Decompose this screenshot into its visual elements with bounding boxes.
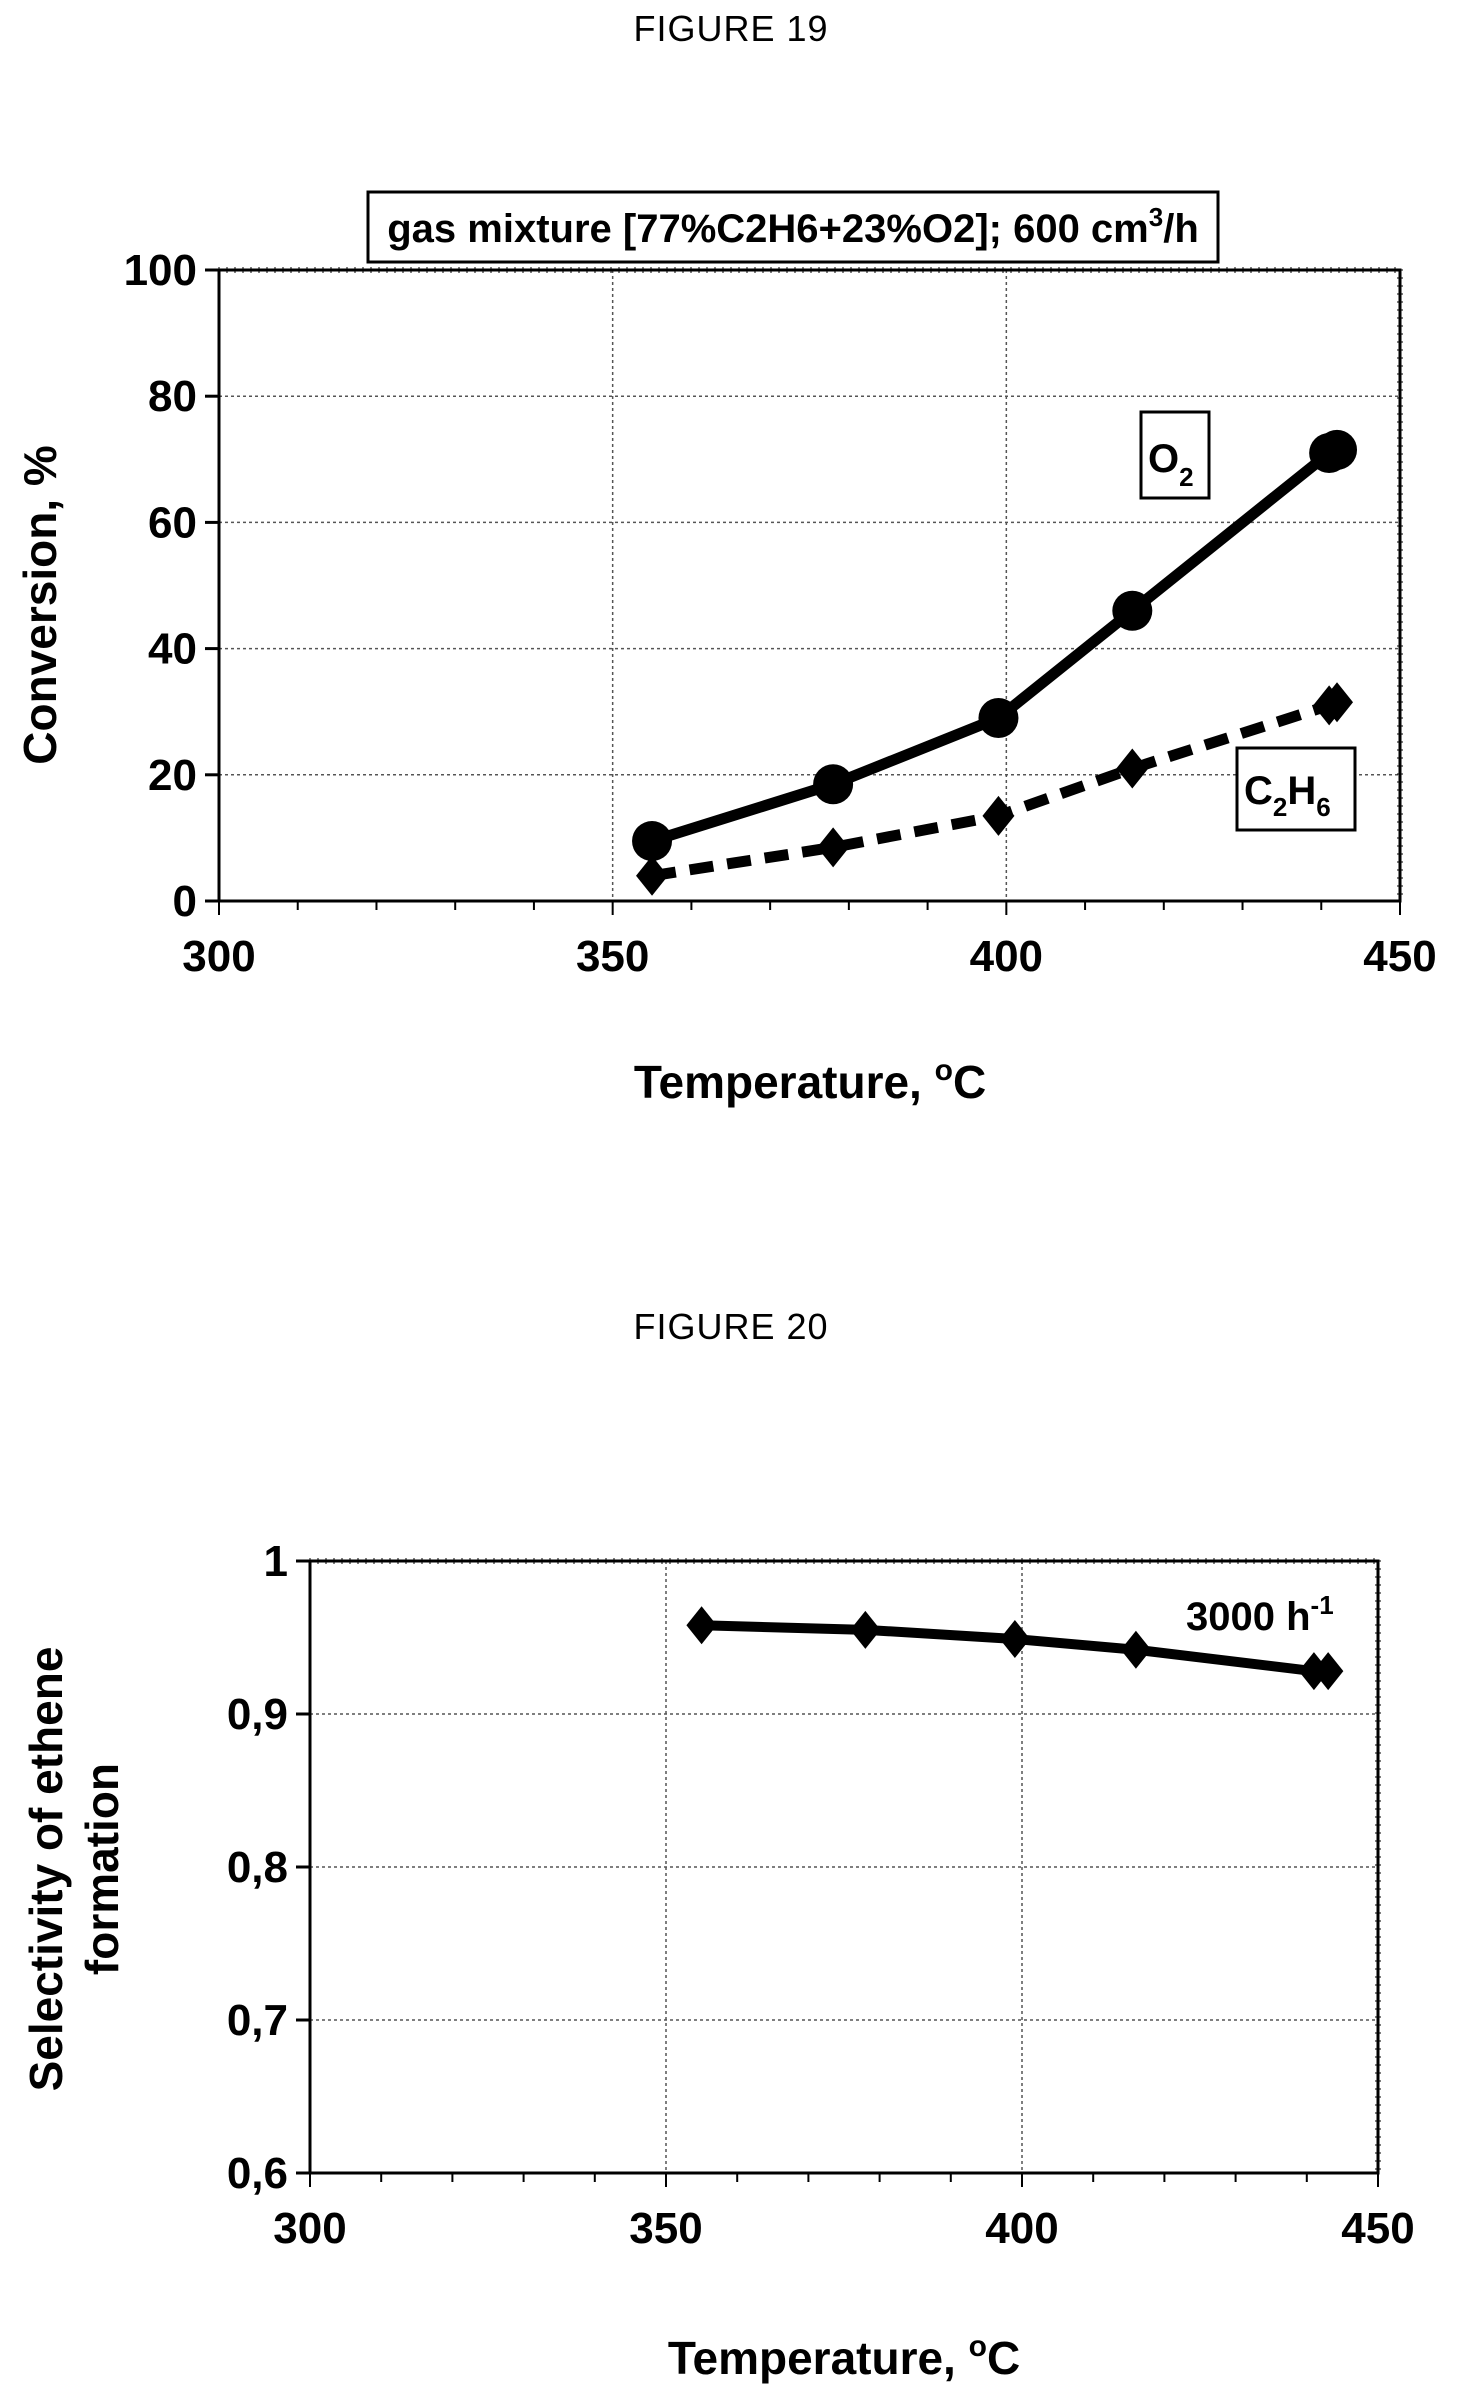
data-point-circle [1112, 590, 1153, 631]
y-axis-label-line1: Selectivity of ethene [20, 1647, 72, 2092]
data-point-circle [978, 698, 1019, 739]
x-axis-label: Temperature, oC [668, 2330, 1020, 2384]
x-tick-label: 300 [182, 932, 255, 981]
y-tick-label: 1 [264, 1537, 288, 1586]
data-point-circle [813, 764, 854, 805]
chart-title-box [366, 190, 1220, 264]
y-tick-label: 0,7 [227, 1996, 288, 2045]
grid-lines [219, 270, 1400, 901]
data-point-diamond [1120, 1630, 1152, 1669]
x-tick-label: 450 [1363, 932, 1436, 981]
data-point-circle [632, 821, 673, 862]
legend-o2-label: O2 [1148, 437, 1194, 492]
y-tick-label: 0,8 [227, 1843, 288, 1892]
minor-ticks [296, 1558, 1381, 2187]
chart-title: gas mixture [77%C2H6+23%O2]; 600 cm3/h [387, 202, 1199, 251]
x-tick-label: 300 [273, 2204, 346, 2253]
data-point-circle [1317, 429, 1358, 470]
y-tick-label: 0 [173, 877, 197, 926]
y-tick-labels: 0,6 0,7 0,8 0,9 1 [227, 1537, 288, 2198]
data-point-diamond [982, 795, 1015, 836]
y-axis-label-line2: formation [76, 1763, 128, 1975]
y-tick-label: 40 [148, 625, 197, 674]
x-tick-label: 350 [629, 2204, 702, 2253]
figure-19-chart: 300 350 400 450 0 20 40 60 80 100 gas mixture [7… [14, 190, 1437, 1108]
figure-20-chart: 300 350 400 450 0,6 0,7 0,8 0,9 1 3000 h-1 Temp… [20, 1537, 1415, 2384]
data-point-diamond [999, 1620, 1031, 1659]
series-layer [632, 429, 1358, 896]
x-axis-label: Temperature, oC [634, 1054, 986, 1108]
x-tick-labels: 300 350 400 450 [273, 2204, 1414, 2253]
data-point-diamond [686, 1606, 717, 1645]
plot-frame [217, 268, 1402, 903]
legend-o2-box [1139, 410, 1211, 500]
data-point-diamond [817, 827, 850, 868]
data-point-diamond [850, 1610, 881, 1649]
grid-lines [310, 1561, 1378, 2173]
x-tick-label: 400 [985, 2204, 1058, 2253]
x-tick-label: 400 [970, 932, 1043, 981]
data-point-diamond [1321, 682, 1354, 723]
figure-19-caption: FIGURE 19 [633, 8, 829, 49]
data-point-diamond [1116, 748, 1149, 789]
x-tick-labels: 300 350 400 450 [182, 932, 1436, 981]
y-tick-labels: 0 20 40 60 80 100 [124, 246, 197, 926]
figure-20-caption: FIGURE 20 [633, 1306, 829, 1347]
series-label-3000: 3000 h-1 [1186, 1590, 1334, 1639]
data-point-diamond [1312, 1652, 1344, 1691]
y-axis-label: Conversion, % [14, 445, 66, 765]
y-tick-label: 60 [148, 498, 197, 547]
y-tick-label: 100 [124, 246, 197, 295]
y-tick-label: 0,6 [227, 2149, 288, 2198]
data-point-diamond [636, 855, 669, 896]
legend-c2h6-label: C2H6 [1244, 769, 1331, 822]
y-tick-label: 0,9 [227, 1690, 288, 1739]
x-tick-label: 450 [1341, 2204, 1414, 2253]
legend-c2h6-box [1235, 746, 1357, 832]
x-tick-label: 350 [576, 932, 649, 981]
y-tick-label: 20 [148, 751, 197, 800]
series-line-0 [650, 444, 1340, 847]
y-tick-label: 80 [148, 372, 197, 421]
series-layer [686, 1606, 1344, 1691]
minor-ticks [205, 267, 1403, 915]
